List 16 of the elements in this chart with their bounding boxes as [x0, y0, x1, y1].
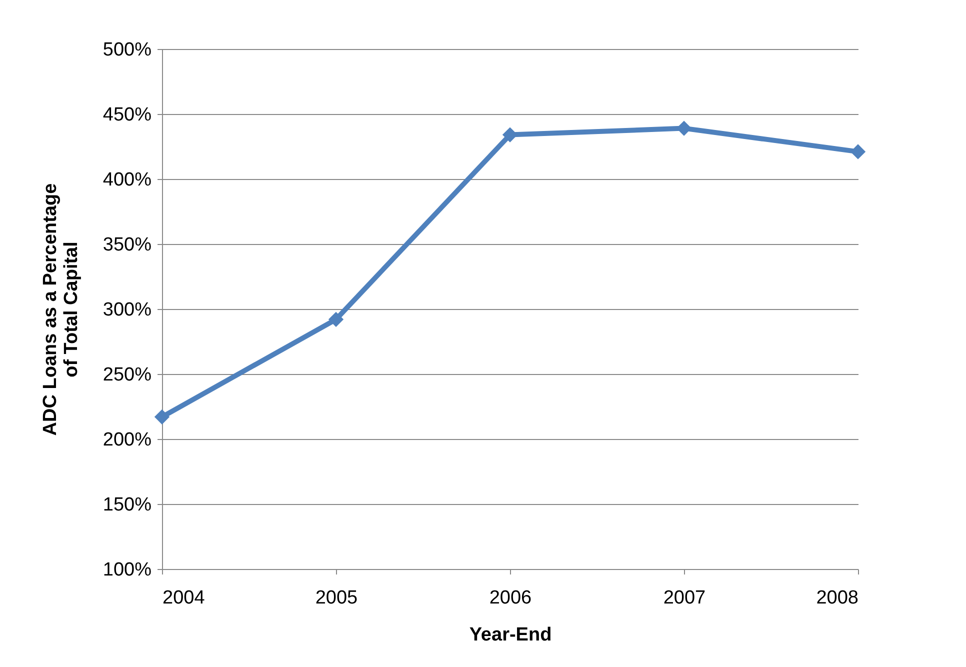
x-tick-label: 2007	[663, 588, 706, 608]
y-tick-label: 200%	[102, 430, 152, 450]
y-tick-label: 250%	[102, 364, 152, 386]
y-tick-label: 300%	[102, 300, 152, 320]
x-tick-label: 2006	[489, 588, 532, 608]
y-tick-label: 400%	[102, 170, 152, 190]
x-tick-label: 2004	[162, 588, 206, 608]
y-tick-label: 450%	[102, 104, 152, 126]
y-tick-label: 350%	[102, 234, 152, 256]
y-tick-label: 100%	[102, 560, 152, 580]
y-axis-title: ADC Loans as a Percentage of Total Capital	[40, 183, 82, 436]
y-tick-label: 150%	[102, 494, 152, 516]
x-axis-title: Year-End	[469, 624, 552, 646]
y-tick-label: 500%	[102, 40, 152, 60]
x-tick-label: 2008	[816, 588, 858, 608]
x-tick-label: 2005	[315, 588, 358, 608]
